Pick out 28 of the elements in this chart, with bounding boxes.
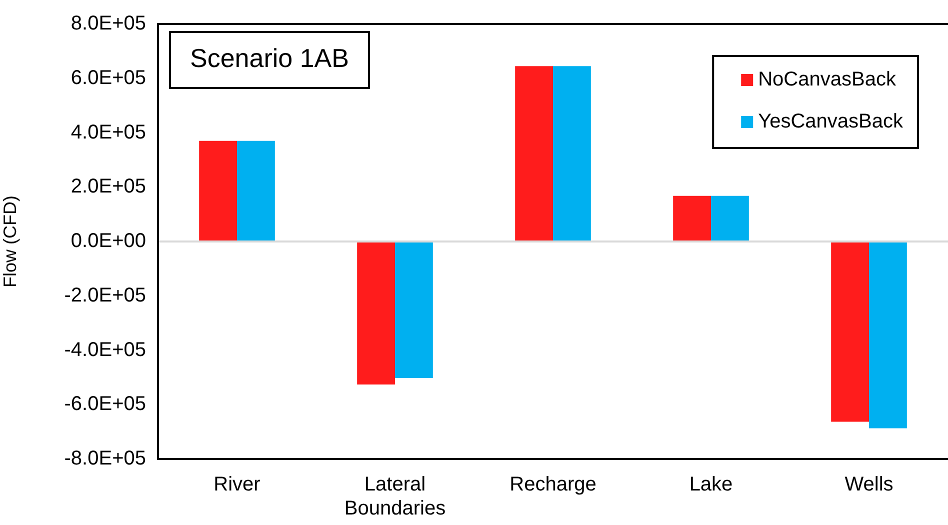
y-tick-label: 8.0E+05 xyxy=(70,12,146,35)
bar xyxy=(711,196,749,242)
y-tick-label: 6.0E+05 xyxy=(70,66,146,89)
bar xyxy=(869,242,907,428)
y-tick-label: -4.0E+05 xyxy=(64,338,146,361)
y-tick-label: 0.0E+00 xyxy=(70,230,146,252)
text: Scenario 1AB xyxy=(190,43,349,74)
legend-label: YesCanvasBack xyxy=(758,110,904,133)
bar xyxy=(199,140,237,242)
legend-label: NoCanvasBack xyxy=(758,68,897,91)
x-tick-label: Wells xyxy=(844,474,894,496)
bar xyxy=(831,242,869,422)
y-axis-title: Flow (CFD) xyxy=(0,196,20,288)
x-tick-label: Lateral Boundaries xyxy=(344,474,446,520)
bar xyxy=(515,66,553,242)
x-tick-label: Recharge xyxy=(510,474,596,496)
bar xyxy=(673,196,711,242)
y-tick-label: 2.0E+05 xyxy=(70,176,146,198)
bar xyxy=(395,242,433,378)
bar xyxy=(357,242,395,385)
y-tick-label: -8.0E+05 xyxy=(64,448,146,470)
y-tick-label: -6.0E+05 xyxy=(64,393,146,416)
y-tick-label: -2.0E+05 xyxy=(64,284,146,306)
y-tick-label: 4.0E+05 xyxy=(70,121,146,144)
x-tick-label: River xyxy=(214,474,261,496)
bar xyxy=(237,140,275,242)
x-tick-label: Lake xyxy=(689,474,733,496)
bar xyxy=(553,66,591,242)
